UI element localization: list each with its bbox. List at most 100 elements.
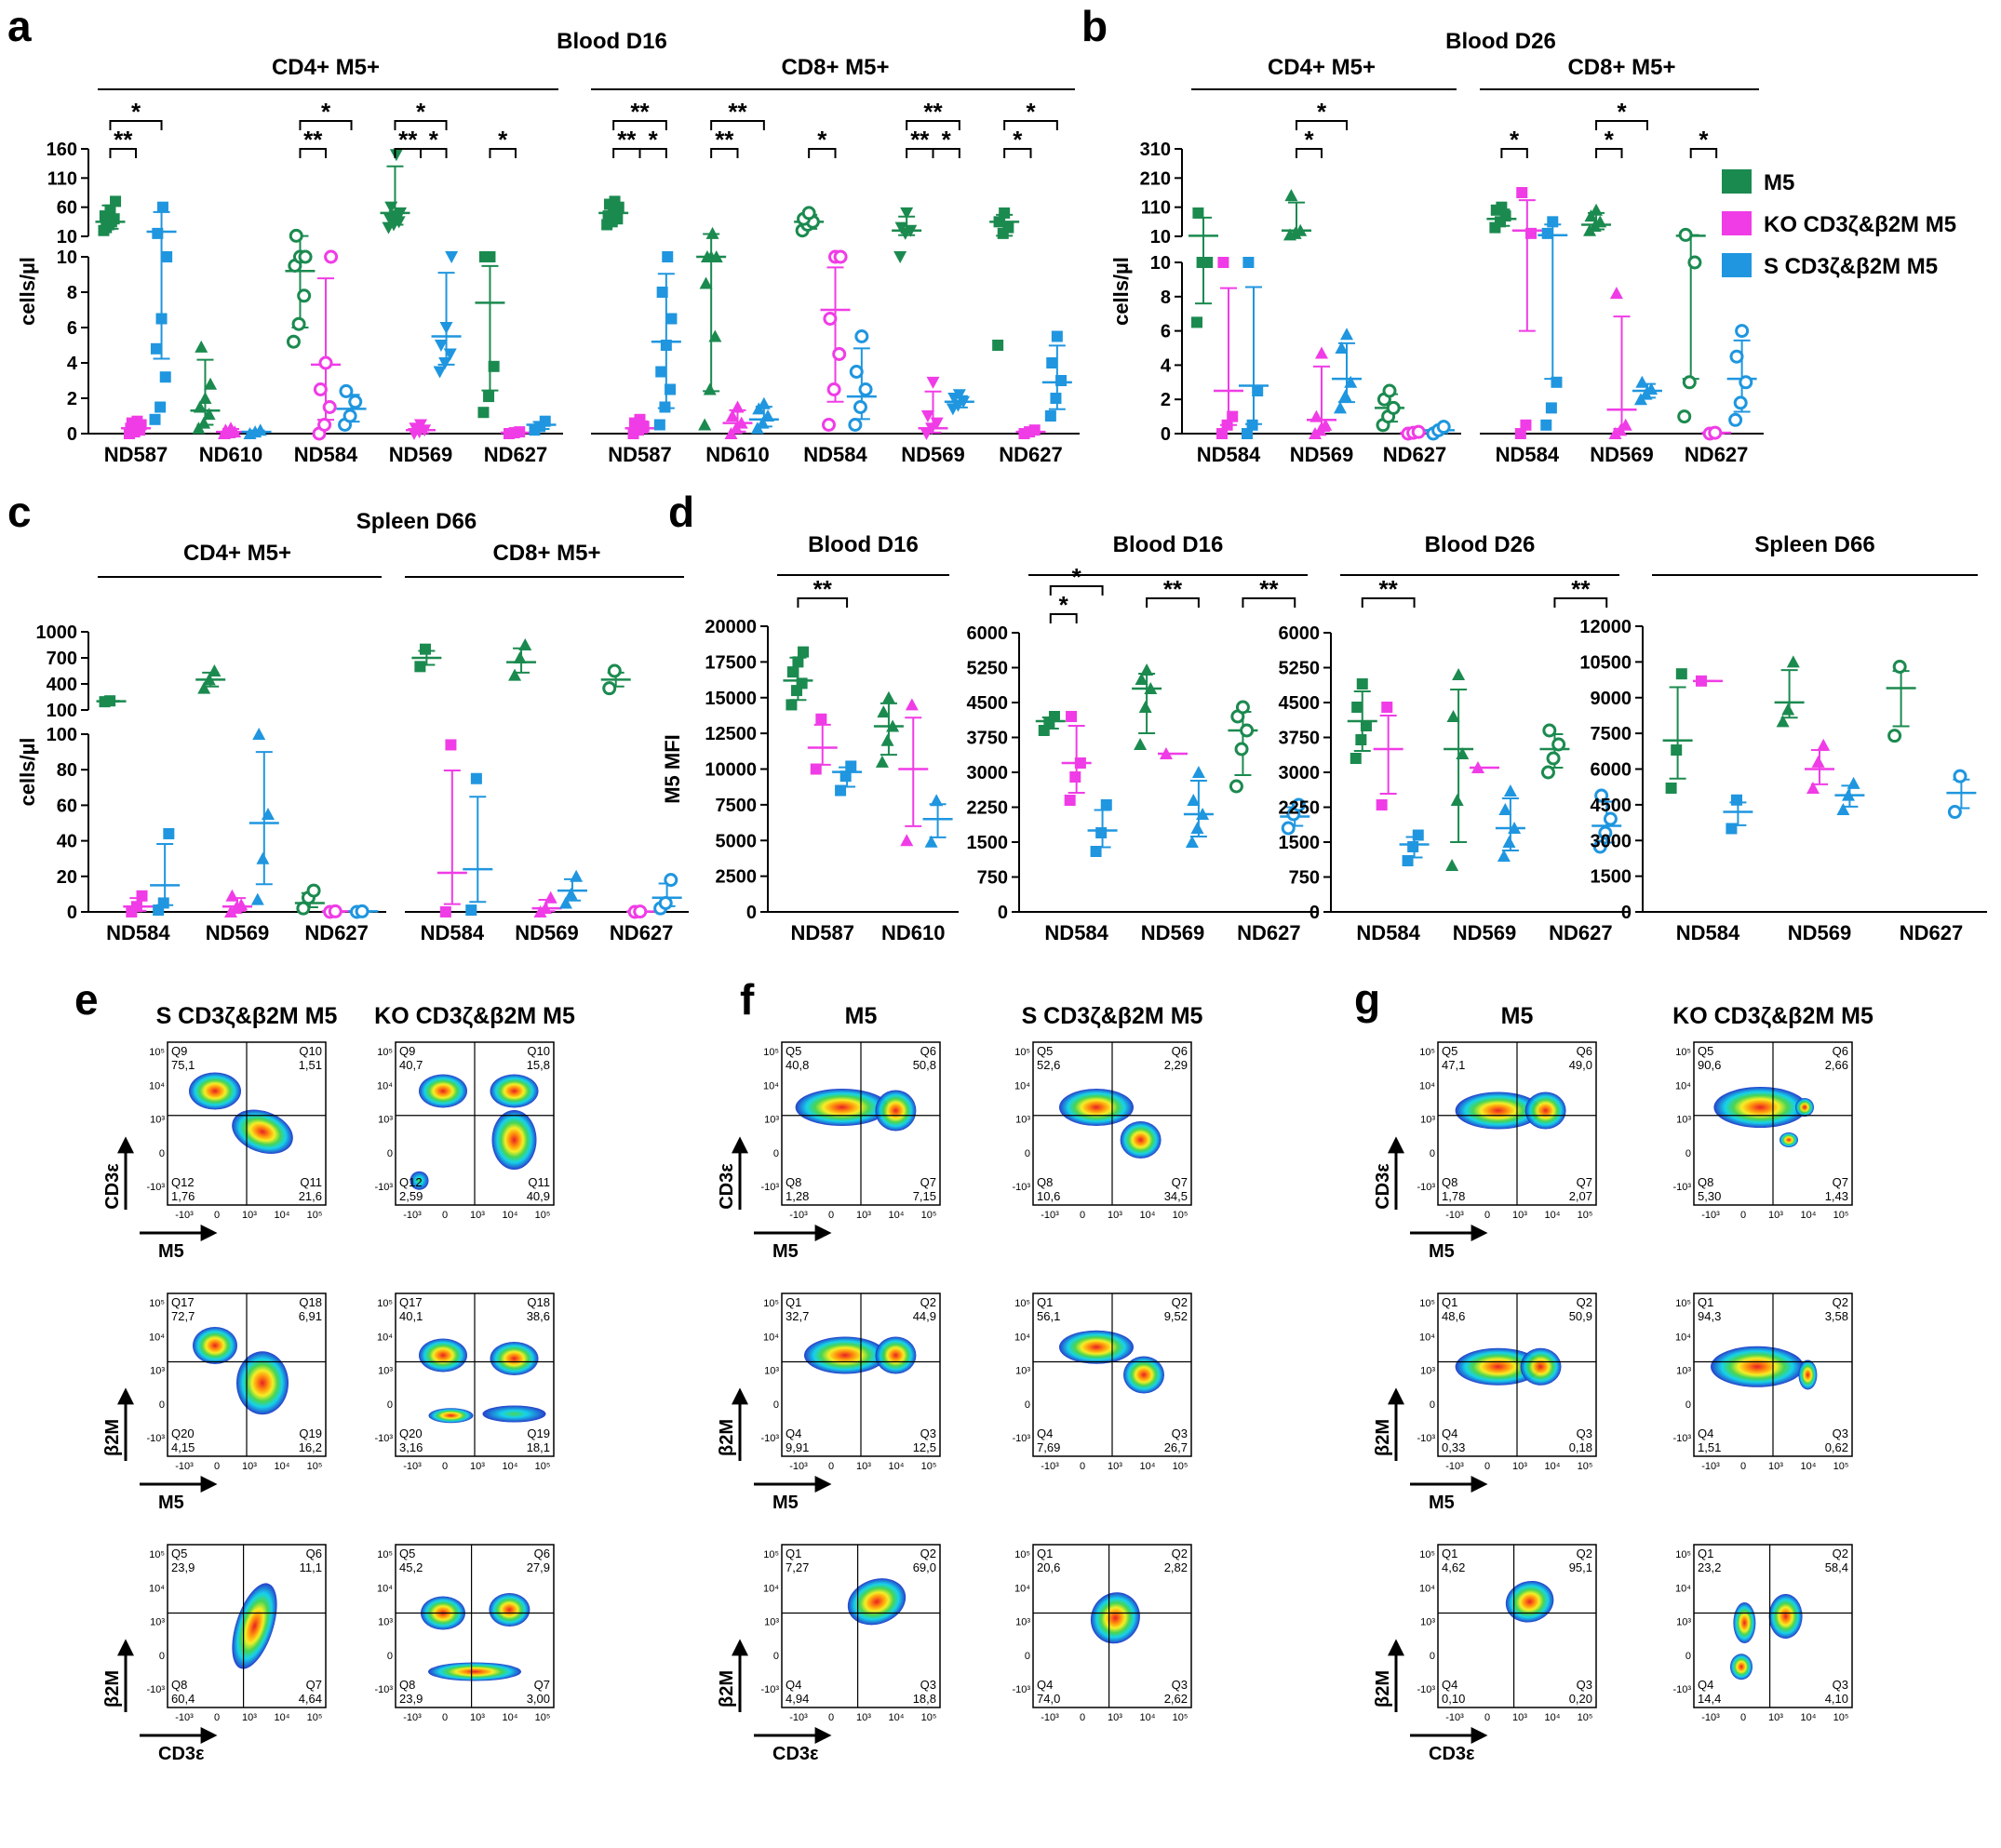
quadrant-id: Q5 [786, 1044, 801, 1058]
x-tick-label: 10³ [242, 1461, 257, 1472]
data-point [700, 250, 714, 262]
quadrant-percent: 7,27 [786, 1560, 809, 1574]
panel-title: Blood D26 [1445, 29, 1556, 54]
data-point [1471, 761, 1484, 773]
density-blob [193, 1327, 237, 1364]
density-blob [428, 1662, 521, 1681]
significance-bracket [109, 120, 163, 130]
y-tick-label: 10³ [1676, 1366, 1691, 1377]
data-point [653, 419, 665, 431]
y-tick-label: 10⁵ [377, 1047, 393, 1058]
quadrant-id: Q3 [1577, 1678, 1592, 1692]
data-point [159, 371, 171, 383]
x-tick-label: 10⁵ [535, 1712, 551, 1723]
plot-frame [781, 1544, 941, 1708]
density-blob [1520, 1347, 1562, 1386]
data-point [992, 340, 1004, 351]
data-point [477, 407, 490, 419]
significance-label: * [1304, 126, 1314, 154]
x-tick-label: ND569 [1141, 921, 1204, 944]
data-point [1594, 788, 1609, 803]
quadrant-percent: 3,58 [1825, 1309, 1848, 1323]
y-tick-label: 80 [57, 760, 77, 781]
quadrant-percent: 3,16 [399, 1440, 423, 1454]
density-blob [795, 1089, 889, 1126]
significance-bracket [612, 120, 667, 130]
significance-label: * [1317, 98, 1327, 126]
data-point [993, 216, 1005, 228]
quadrant-percent: 4,94 [786, 1692, 809, 1706]
data-point [815, 713, 827, 725]
data-point [698, 418, 712, 431]
data-point [1242, 257, 1255, 268]
data-point [488, 360, 500, 372]
x-tick-label: -10³ [403, 1712, 422, 1723]
significance-bracket [109, 148, 137, 158]
data-point [339, 383, 354, 398]
y-tick-label: 10⁵ [377, 1549, 393, 1560]
data-point [924, 835, 938, 848]
data-point [796, 677, 808, 690]
y-tick-label: 10⁴ [763, 1332, 779, 1343]
x-tick-label: ND587 [791, 921, 854, 944]
data-point [152, 227, 164, 239]
quadrant-id: Q1 [786, 1547, 801, 1560]
density-blob [1798, 1359, 1818, 1390]
y-tick-label: 10⁵ [763, 1298, 779, 1309]
y-tick-label: 0 [1161, 424, 1171, 445]
significance-bracket [420, 148, 448, 158]
data-point [1592, 839, 1607, 854]
data-point [665, 313, 678, 325]
data-point [208, 664, 222, 676]
data-point [1786, 655, 1800, 668]
quadrant-id: Q11 [528, 1175, 550, 1189]
y-tick-label: 0 [159, 1399, 165, 1411]
subpanel: 0 1500 3000 4500 6000 7500 9000 10500 12000 Splee… [1579, 532, 1987, 944]
data-point [900, 834, 914, 847]
y-tick-label: 60 [57, 198, 77, 219]
y-tick-label: 10³ [1015, 1115, 1030, 1126]
data-point [1445, 859, 1459, 871]
data-point [1508, 822, 1522, 834]
significance-label: ** [398, 126, 418, 154]
flow-x-axis-label: M5 [1429, 1493, 1455, 1513]
data-point [602, 681, 617, 696]
data-point [149, 413, 161, 425]
y-tick-label: 10000 [705, 760, 757, 781]
data-point [1739, 375, 1753, 390]
data-point [1069, 771, 1081, 783]
y-tick-label: 4 [1161, 355, 1172, 376]
quadrant-id: Q6 [1577, 1044, 1592, 1058]
legend-swatch [1722, 211, 1752, 235]
quadrant-percent: 45,2 [399, 1560, 423, 1574]
subpanel: CD4+ M5+ ND584 ND569 ** ND627 [1182, 55, 1461, 466]
data-point [438, 357, 452, 369]
x-tick-label: 10⁴ [1545, 1210, 1561, 1221]
y-tick-label: -10³ [1012, 1433, 1030, 1444]
data-point [296, 901, 311, 916]
significance-bracket [1500, 148, 1528, 158]
data-point [1811, 755, 1825, 768]
y-tick-label: 10⁴ [1419, 1583, 1435, 1594]
x-tick-label: 10⁴ [889, 1461, 905, 1472]
quadrant-id: Q5 [171, 1547, 187, 1560]
quadrant-percent: 1,78 [1442, 1189, 1465, 1203]
x-tick-label: 10⁴ [503, 1712, 518, 1723]
y-tick-label: 0 [1685, 1148, 1691, 1159]
data-point [1412, 829, 1424, 841]
y-tick-label: -10³ [1012, 1684, 1030, 1695]
significance-bracket [1595, 120, 1648, 130]
data-point [1185, 836, 1199, 848]
x-tick-label: -10³ [175, 1210, 194, 1221]
y-tick-label: 6 [1161, 322, 1171, 342]
significance-bracket [1242, 597, 1296, 608]
data-point [823, 312, 838, 326]
quadrant-id: Q10 [299, 1044, 322, 1058]
